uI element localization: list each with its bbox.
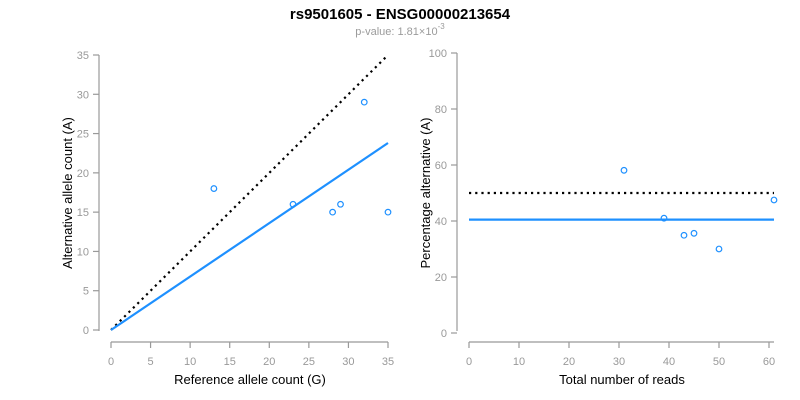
y-tick-label: 35 — [77, 50, 89, 62]
x-tick-label: 20 — [263, 356, 275, 368]
left-x-axis-title: Reference allele count (G) — [174, 372, 326, 387]
x-tick-label: 60 — [763, 356, 775, 368]
data-point — [210, 185, 218, 192]
x-tick-label: 30 — [613, 356, 625, 368]
data-point — [360, 98, 368, 106]
y-tick-label: 5 — [83, 286, 89, 298]
y-tick-label: 40 — [435, 216, 447, 228]
data-point — [384, 208, 392, 216]
right-y-axis-title: Percentage alternative (A) — [418, 117, 433, 269]
y-tick-label: 15 — [77, 207, 89, 219]
x-tick-label: 30 — [342, 356, 354, 368]
pvalue-exponent: -3 — [437, 22, 445, 32]
right-x-axis-title: Total number of reads — [559, 372, 685, 387]
figure-subtitle: p-value: 1.81×10-3 — [0, 23, 800, 38]
data-point — [660, 214, 668, 222]
y-tick-label: 0 — [441, 328, 447, 340]
data-point — [337, 200, 344, 208]
left-y-axis-title: Alternative allele count (A) — [60, 117, 75, 269]
y-tick-label: 20 — [77, 168, 89, 180]
y-tick-label: 30 — [77, 89, 89, 101]
y-tick-label: 20 — [435, 272, 447, 284]
data-point — [770, 196, 778, 204]
x-tick-label: 25 — [303, 356, 315, 368]
y-tick-label: 0 — [83, 325, 89, 337]
x-tick-label: 40 — [663, 356, 675, 368]
identity-line-1to1 — [110, 54, 389, 331]
x-tick-label: 15 — [224, 356, 236, 368]
x-tick-label: 20 — [563, 356, 575, 368]
y-tick-label: 100 — [429, 48, 447, 60]
x-tick-label: 0 — [108, 356, 114, 368]
pvalue-text: p-value: 1.81×10 — [355, 26, 438, 38]
data-point — [680, 231, 688, 239]
x-tick-label: 10 — [184, 356, 196, 368]
x-tick-label: 35 — [382, 356, 394, 368]
x-tick-label: 10 — [513, 356, 525, 368]
data-point — [620, 166, 628, 174]
data-point — [715, 245, 723, 253]
data-point — [289, 200, 297, 208]
y-tick-label: 60 — [435, 160, 447, 172]
data-point — [690, 229, 698, 237]
y-tick-label: 25 — [77, 129, 89, 141]
x-tick-label: 0 — [466, 356, 472, 368]
data-point — [329, 208, 337, 216]
x-tick-label: 50 — [713, 356, 725, 368]
y-tick-label: 80 — [435, 104, 447, 116]
panel-allele-counts: 0 5 10 15 20 25 30 35 0 5 10 15 20 25 30 35 — [77, 50, 394, 368]
x-tick-label: 5 — [148, 356, 154, 368]
panel-percentage-alternative: 0 10 20 30 40 50 60 0 20 40 60 80 100 — [429, 48, 778, 368]
y-tick-label: 10 — [77, 246, 89, 258]
figure-title: rs9501605 - ENSG00000213654 — [289, 6, 511, 23]
fitted-ratio-line — [110, 142, 389, 331]
